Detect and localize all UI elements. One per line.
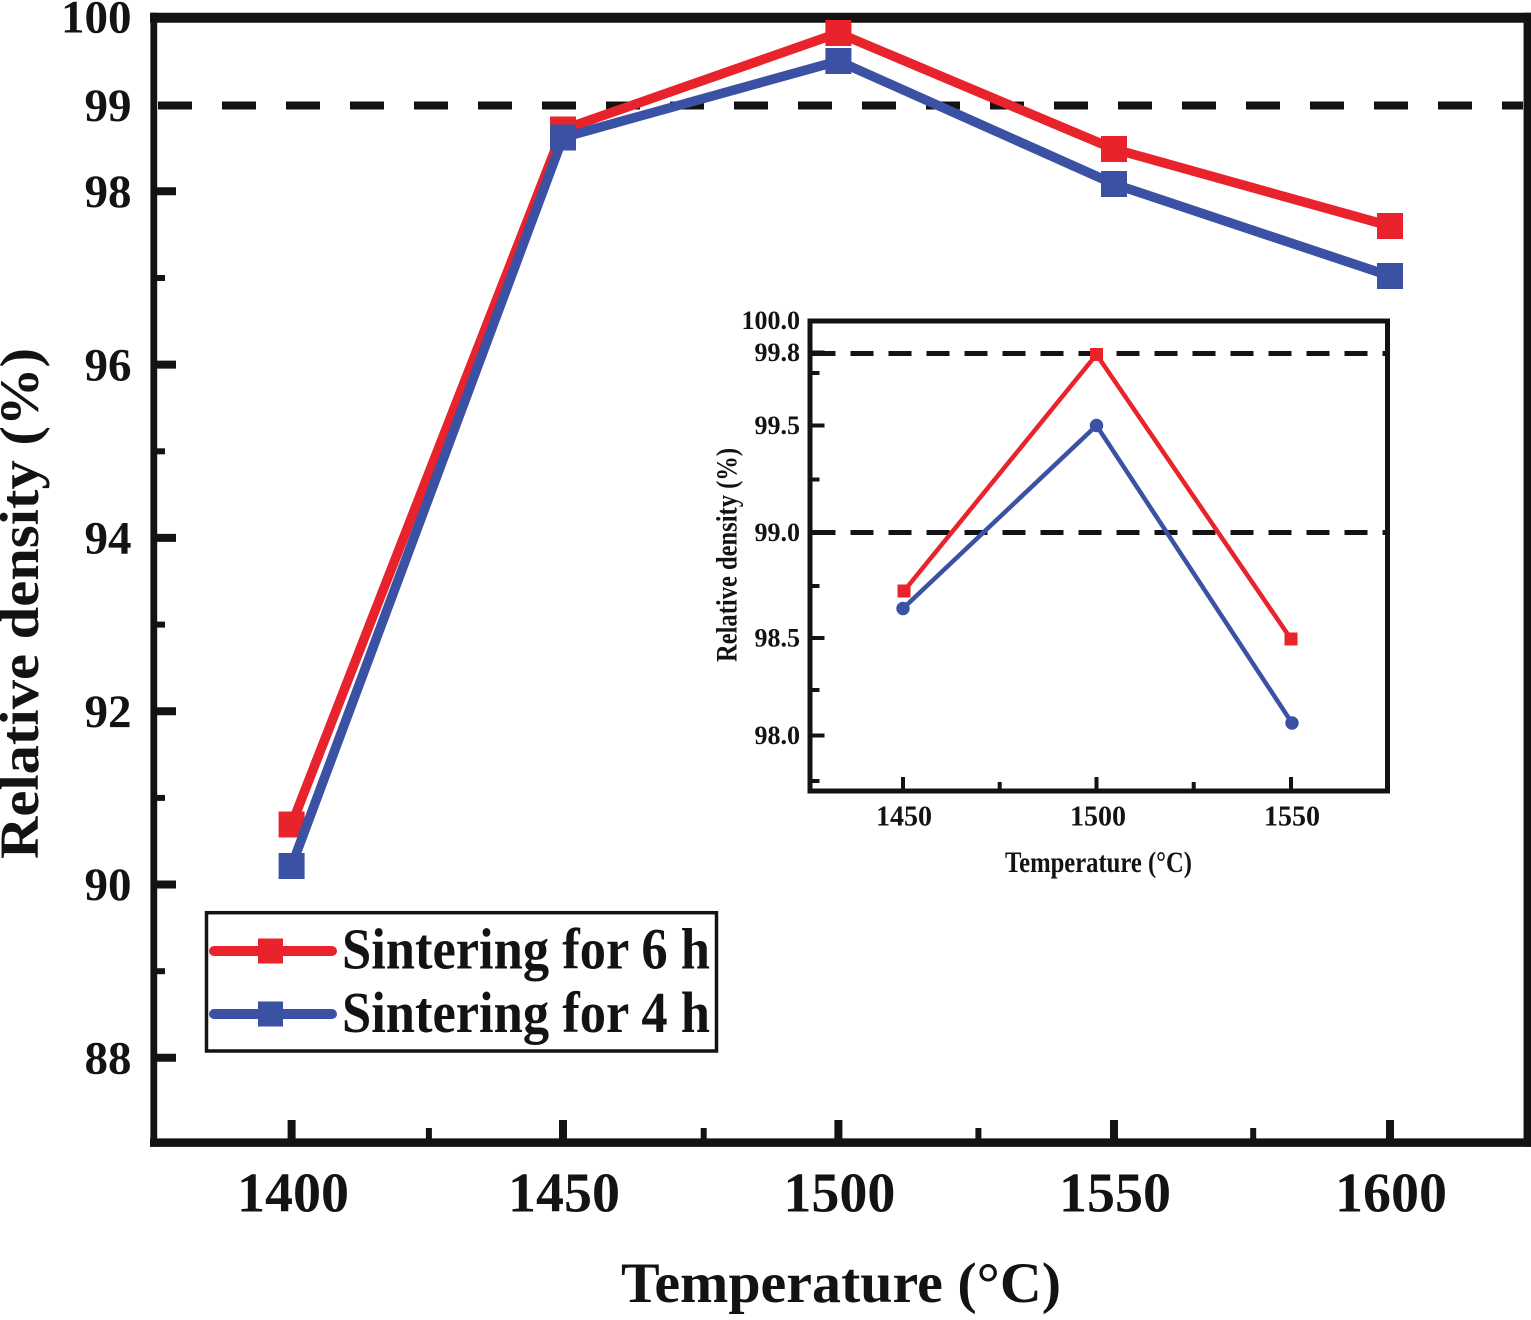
svg-text:1400: 1400 [237, 1163, 349, 1225]
svg-text:1500: 1500 [1070, 802, 1126, 833]
svg-text:98.0: 98.0 [755, 721, 801, 750]
svg-text:Relative density (%): Relative density (%) [711, 448, 744, 662]
svg-text:94: 94 [85, 513, 132, 565]
svg-text:Temperature (°C): Temperature (°C) [621, 1252, 1061, 1315]
svg-text:88: 88 [85, 1033, 132, 1085]
svg-text:96: 96 [85, 339, 132, 391]
svg-text:92: 92 [85, 686, 132, 738]
svg-text:1500: 1500 [783, 1163, 895, 1225]
svg-text:1600: 1600 [1335, 1163, 1447, 1225]
svg-text:100: 100 [61, 0, 132, 44]
svg-text:1550: 1550 [1264, 802, 1320, 833]
svg-text:1550: 1550 [1059, 1163, 1171, 1225]
svg-text:99.0: 99.0 [755, 518, 801, 547]
svg-text:1450: 1450 [508, 1163, 620, 1225]
svg-text:Relative density (%): Relative density (%) [0, 348, 50, 859]
svg-text:90: 90 [85, 859, 132, 911]
svg-text:99.5: 99.5 [755, 411, 801, 440]
svg-text:99: 99 [85, 80, 132, 132]
svg-text:1450: 1450 [876, 802, 932, 833]
svg-text:Sintering for 4 h: Sintering for 4 h [342, 980, 710, 1045]
svg-text:99.8: 99.8 [755, 338, 801, 367]
svg-text:Temperature (°C): Temperature (°C) [1005, 846, 1192, 879]
svg-text:98.5: 98.5 [755, 624, 801, 653]
svg-text:98: 98 [85, 166, 132, 218]
svg-text:Sintering for 6 h: Sintering for 6 h [342, 917, 710, 982]
svg-text:100.0: 100.0 [742, 306, 801, 335]
